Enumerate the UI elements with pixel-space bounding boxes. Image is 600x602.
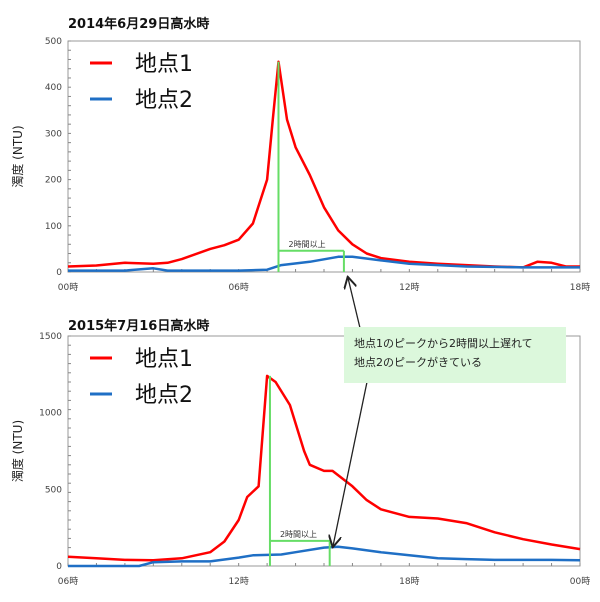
chart-title: 2015年7月16日高水時 [68, 318, 209, 334]
chart-title: 2014年6月29日高水時 [68, 16, 209, 32]
y-tick-label: 200 [45, 176, 62, 186]
series-line-1 [67, 374, 581, 562]
interval-label: 2時間以上 [280, 530, 317, 539]
y-tick-label: 1500 [39, 332, 62, 342]
legend-label: 地点1 [135, 52, 193, 77]
y-tick-label: 0 [56, 268, 62, 278]
y-tick-label: 1000 [39, 409, 62, 419]
legend-label: 地点2 [135, 383, 193, 408]
x-tick-label: 18時 [399, 576, 419, 587]
x-tick-label: 18時 [570, 282, 590, 293]
callout-line-1: 地点1のピークから2時間以上遅れて [354, 337, 533, 350]
arrow-up [348, 278, 361, 329]
x-tick-label: 06時 [58, 576, 78, 587]
callout-line-2: 地点2のピークがきている [354, 355, 482, 369]
legend-label: 地点2 [135, 88, 193, 113]
y-axis-label: 濁度 (NTU) [10, 125, 25, 187]
series-line-2 [68, 255, 580, 272]
interval-label: 2時間以上 [288, 240, 325, 249]
x-tick-label: 12時 [399, 282, 419, 293]
x-tick-label: 00時 [570, 576, 590, 587]
y-tick-label: 400 [45, 83, 62, 93]
y-tick-label: 100 [45, 222, 62, 232]
arrow-down [333, 381, 368, 546]
callout-box [344, 327, 566, 383]
y-tick-label: 500 [45, 485, 62, 495]
y-tick-label: 0 [56, 562, 62, 572]
x-tick-label: 00時 [58, 282, 78, 293]
x-tick-label: 12時 [228, 576, 248, 587]
y-tick-label: 300 [45, 129, 62, 139]
legend-label: 地点1 [135, 347, 193, 372]
x-tick-label: 06時 [228, 282, 248, 293]
y-tick-label: 500 [45, 37, 62, 47]
y-axis-label: 濁度 (NTU) [10, 420, 25, 482]
